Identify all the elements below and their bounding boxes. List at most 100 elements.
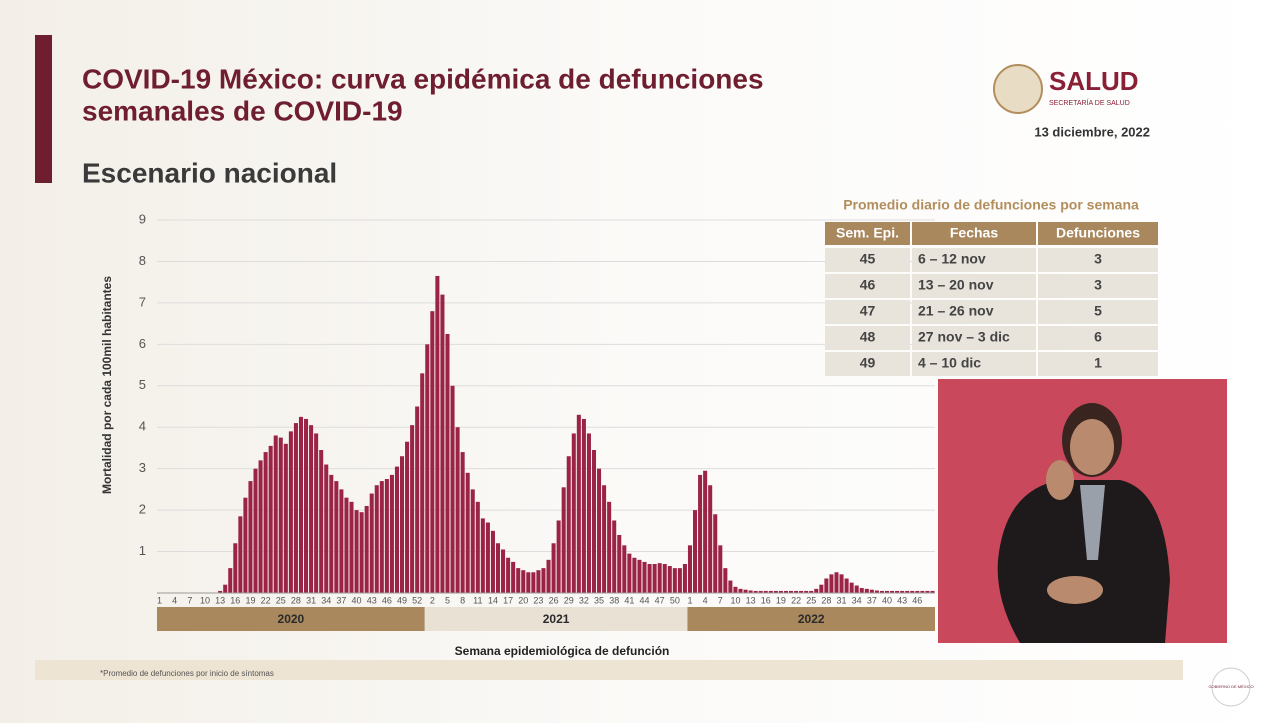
bar xyxy=(667,566,672,593)
x-tick-label: 40 xyxy=(352,595,362,605)
x-tick-label: 32 xyxy=(579,595,589,605)
cell xyxy=(1038,300,1158,324)
bar xyxy=(460,452,465,593)
bar xyxy=(501,549,506,593)
year-label: 2020 xyxy=(278,612,305,626)
bar xyxy=(864,588,869,593)
cell xyxy=(912,326,1036,350)
bar xyxy=(884,590,890,593)
bar xyxy=(662,563,667,593)
bar xyxy=(238,516,243,593)
bar xyxy=(349,501,354,593)
x-tick-label: 35 xyxy=(594,595,604,605)
bar xyxy=(733,586,738,593)
y-tick-label: 2 xyxy=(139,502,146,517)
bar xyxy=(258,460,263,593)
bar xyxy=(763,590,768,593)
bar xyxy=(566,456,571,593)
bar xyxy=(465,472,470,593)
bar xyxy=(834,572,839,593)
cell xyxy=(1038,352,1158,376)
cell-text: 6 xyxy=(1094,329,1102,345)
bar xyxy=(672,568,677,593)
bar xyxy=(470,489,475,593)
x-tick-label: 37 xyxy=(867,595,877,605)
bar xyxy=(632,557,637,593)
bar xyxy=(248,481,253,593)
cell-text: 27 nov – 3 dic xyxy=(918,329,1010,345)
cell xyxy=(825,326,910,350)
bar xyxy=(293,423,298,593)
bar xyxy=(874,590,879,593)
bar xyxy=(288,431,293,593)
cell-text: 6 – 12 nov xyxy=(918,251,986,267)
bar xyxy=(748,590,753,593)
bar xyxy=(268,445,273,593)
bar xyxy=(647,563,652,593)
bar xyxy=(435,275,440,593)
bar xyxy=(804,590,809,593)
bar xyxy=(379,481,384,593)
x-tick-label: 38 xyxy=(609,595,619,605)
bar xyxy=(576,414,581,593)
bar xyxy=(218,590,223,593)
bar xyxy=(788,590,794,593)
bar xyxy=(829,574,834,593)
bar xyxy=(516,568,521,593)
bar xyxy=(586,433,591,593)
bar xyxy=(455,427,460,593)
x-tick-label: 25 xyxy=(806,595,816,605)
bar xyxy=(233,543,238,593)
bar xyxy=(490,530,495,593)
year-label: 2022 xyxy=(798,612,825,626)
bar xyxy=(374,485,379,593)
table-title: Promedio diario de defunciones por seman… xyxy=(843,197,1139,213)
bar xyxy=(485,522,490,593)
bar xyxy=(440,294,445,593)
x-tick-label: 28 xyxy=(821,595,831,605)
bar xyxy=(283,443,288,593)
x-tick-label: 29 xyxy=(564,595,574,605)
bar xyxy=(344,497,349,593)
bar xyxy=(778,590,783,593)
bar xyxy=(571,433,576,593)
header-cell xyxy=(1038,222,1158,245)
bar xyxy=(541,568,546,593)
header-cell xyxy=(912,222,1036,245)
logo: SALUD xyxy=(1049,66,1139,96)
year-label: 2021 xyxy=(543,612,570,626)
y-tick-label: 6 xyxy=(139,336,146,351)
bar xyxy=(718,545,723,593)
bar xyxy=(703,470,708,593)
bar xyxy=(854,585,859,593)
cell-text: 49 xyxy=(860,355,876,371)
bar xyxy=(652,563,657,593)
x-tick-label: 4 xyxy=(703,595,708,605)
bar xyxy=(581,418,586,593)
bar xyxy=(768,590,773,593)
cell xyxy=(825,300,910,324)
bar xyxy=(849,582,854,593)
bar xyxy=(389,474,394,593)
bar xyxy=(273,435,278,593)
bar xyxy=(602,485,607,593)
bar xyxy=(728,580,733,593)
bar xyxy=(824,578,829,593)
x-tick-label: 2 xyxy=(430,595,435,605)
x-tick-label: 34 xyxy=(321,595,331,605)
bar xyxy=(895,590,900,593)
x-tick-label: 50 xyxy=(670,595,680,605)
cell-text: 13 – 20 nov xyxy=(918,277,994,293)
bar xyxy=(445,333,450,593)
y-tick-label: 1 xyxy=(139,543,146,558)
bar xyxy=(228,568,233,593)
cell-text: 4 – 10 dic xyxy=(918,355,981,371)
x-tick-label: 46 xyxy=(382,595,392,605)
bar xyxy=(495,543,501,593)
bar xyxy=(384,479,389,593)
bar xyxy=(410,425,415,593)
x-tick-label: 10 xyxy=(200,595,210,605)
x-tick-label: 46 xyxy=(912,595,922,605)
bar xyxy=(910,590,915,593)
bar xyxy=(415,406,420,593)
